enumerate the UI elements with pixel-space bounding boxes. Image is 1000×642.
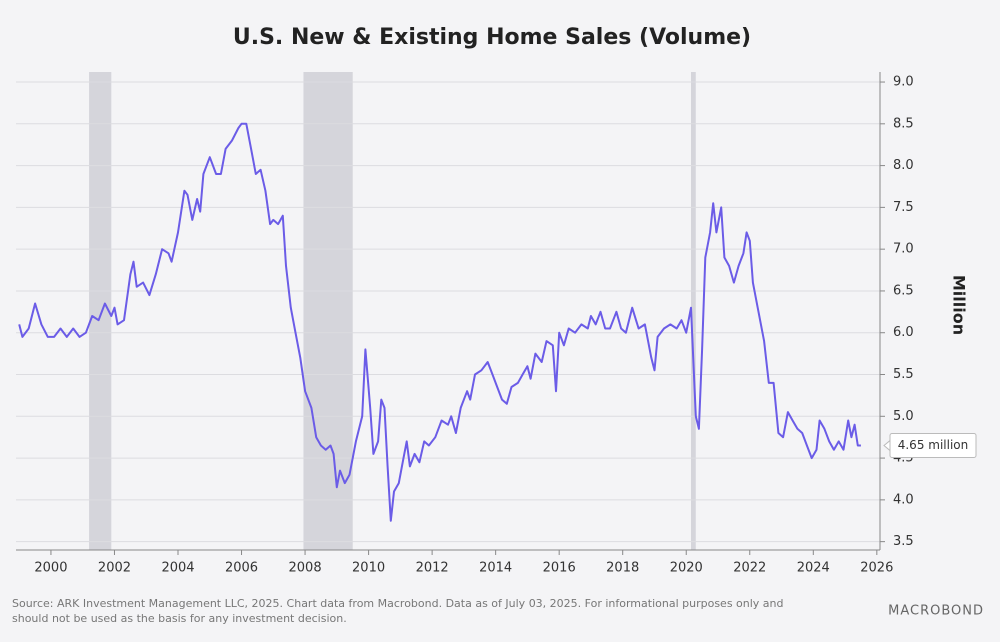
x-tick-label: 2018: [606, 561, 639, 576]
chart-title: U.S. New & Existing Home Sales (Volume): [233, 25, 751, 50]
x-tick-label: 2012: [416, 561, 449, 576]
y-tick-label: 5.0: [893, 409, 914, 424]
x-tick-label: 2002: [98, 561, 131, 576]
x-tick-label: 2000: [34, 561, 67, 576]
y-tick-label: 3.5: [893, 534, 914, 549]
x-tick-label: 2014: [479, 561, 512, 576]
x-tick-label: 2006: [225, 561, 258, 576]
x-tick-label: 2010: [352, 561, 385, 576]
y-tick-label: 5.5: [893, 367, 914, 382]
y-tick-label: 6.0: [893, 325, 914, 340]
source: should not be used as the basis for any …: [12, 612, 347, 625]
x-tick-label: 2022: [733, 561, 766, 576]
annotation: 4.65 million: [898, 438, 969, 452]
source: Source: ARK Investment Management LLC, 2…: [12, 597, 784, 610]
x-tick-label: 2020: [670, 561, 703, 576]
y-tick-label: 8.5: [893, 116, 914, 131]
x-tick-label: 2004: [161, 561, 194, 576]
y-tick-label: 7.0: [893, 242, 914, 257]
y-tick-label: 9.0: [893, 75, 914, 90]
recession-band: [691, 72, 696, 550]
y-tick-label: 8.0: [893, 158, 914, 173]
x-tick-label: 2026: [860, 561, 893, 576]
series-line: [18, 122, 861, 522]
y-tick-label: 4.0: [893, 492, 914, 507]
annotation-pointer: [883, 439, 891, 452]
recession-band: [303, 72, 353, 550]
recession-band: [89, 72, 112, 550]
y-tick-label: 7.5: [893, 200, 914, 215]
y-tick-label: 6.5: [893, 283, 914, 298]
brand: MACROBOND: [888, 604, 984, 619]
y-axis-label: Million: [950, 275, 969, 335]
x-tick-label: 2024: [797, 561, 830, 576]
x-tick-label: 2016: [543, 561, 576, 576]
x-tick-label: 2008: [289, 561, 322, 576]
